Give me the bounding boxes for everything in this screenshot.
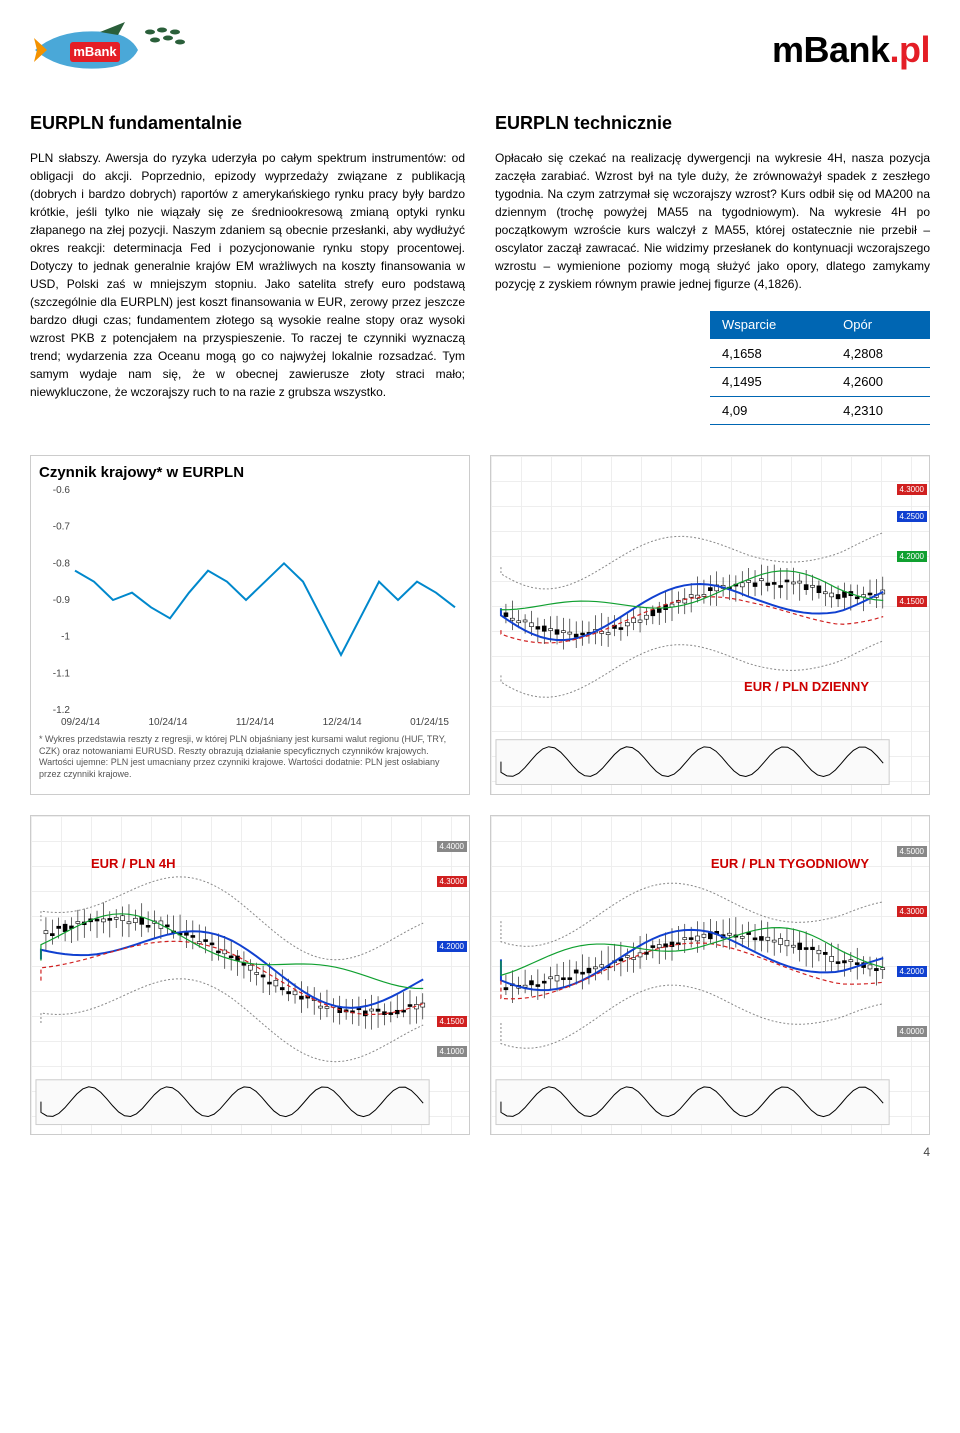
price-tag: 4.1000 — [437, 1046, 467, 1057]
page-header: mBank mBank.pl — [30, 20, 930, 80]
support-resistance-table: Wsparcie Opór 4,16584,2808 4,14954,2600 … — [710, 311, 930, 425]
price-tag: 4.1500 — [437, 1016, 467, 1027]
svg-text:-0.6: -0.6 — [53, 485, 71, 496]
czynnik-footnote: * Wykres przedstawia reszty z regresji, … — [31, 728, 469, 787]
price-tag: 4.2000 — [897, 966, 927, 977]
weekly-label: EUR / PLN TYGODNIOWY — [711, 856, 869, 871]
left-body: PLN słabszy. Awersja do ryzyka uderzyła … — [30, 149, 465, 401]
czynnik-title: Czynnik krajowy* w EURPLN — [31, 456, 469, 485]
price-tag: 4.4000 — [437, 841, 467, 852]
right-body: Opłacało się czekać na realizację dywerg… — [495, 149, 930, 293]
left-column: EURPLN fundamentalnie PLN słabszy. Awers… — [30, 110, 465, 425]
h4-fin-chart: EUR / PLN 4H 4.4000 4.3000 4.2000 4.1500 4.1… — [31, 816, 469, 1134]
th-resistance: Opór — [831, 311, 930, 339]
brand-wordmark: mBank.pl — [772, 29, 930, 71]
svg-text:-0.8: -0.8 — [53, 558, 71, 569]
charts-row-1: Czynnik krajowy* w EURPLN -0.6-0.7-0.8-0… — [30, 455, 930, 795]
weekly-chart: EUR / PLN TYGODNIOWY 4.5000 4.3000 4.2000 4… — [490, 815, 930, 1135]
right-title: EURPLN technicznie — [495, 110, 930, 137]
logo-fish: mBank — [30, 20, 190, 80]
daily-chart: EUR / PLN DZIENNY 4.3000 4.2500 4.2000 4.15… — [490, 455, 930, 795]
price-tag: 4.3000 — [897, 906, 927, 917]
czynnik-x-axis: 09/24/14 10/24/14 11/24/14 12/24/14 01/2… — [31, 715, 469, 728]
svg-text:-1.2: -1.2 — [53, 705, 71, 715]
svg-text:-0.9: -0.9 — [53, 595, 71, 606]
h4-label: EUR / PLN 4H — [91, 856, 176, 871]
svg-text:-1.1: -1.1 — [53, 668, 71, 679]
weekly-fin-chart: EUR / PLN TYGODNIOWY 4.5000 4.3000 4.2000 4… — [491, 816, 929, 1134]
table-row: 4,14954,2600 — [710, 368, 930, 397]
price-tag: 4.1500 — [897, 596, 927, 607]
th-support: Wsparcie — [710, 311, 831, 339]
price-tag: 4.5000 — [897, 846, 927, 857]
fish-icon: mBank — [30, 20, 190, 80]
content-columns: EURPLN fundamentalnie PLN słabszy. Awers… — [30, 110, 930, 425]
brand-name: mBank — [772, 29, 890, 70]
left-title: EURPLN fundamentalnie — [30, 110, 465, 137]
charts-row-2: EUR / PLN 4H 4.4000 4.3000 4.2000 4.1500 4.1… — [30, 815, 930, 1135]
price-tag: 4.2000 — [437, 941, 467, 952]
brand-suffix: .pl — [890, 29, 931, 70]
price-tag: 4.0000 — [897, 1026, 927, 1037]
table-row: 4,094,2310 — [710, 396, 930, 425]
logo-text: mBank — [73, 44, 117, 59]
right-column: EURPLN technicznie Opłacało się czekać n… — [495, 110, 930, 425]
h4-chart: EUR / PLN 4H 4.4000 4.3000 4.2000 4.1500 4.1… — [30, 815, 470, 1135]
price-tag: 4.2500 — [897, 511, 927, 522]
price-tag: 4.3000 — [437, 876, 467, 887]
daily-fin-chart: EUR / PLN DZIENNY 4.3000 4.2500 4.2000 4.15… — [491, 456, 929, 794]
page-number: 4 — [30, 1145, 930, 1159]
svg-text:-0.7: -0.7 — [53, 522, 71, 533]
czynnik-chart: Czynnik krajowy* w EURPLN -0.6-0.7-0.8-0… — [30, 455, 470, 795]
svg-text:-1: -1 — [61, 632, 70, 643]
daily-label: EUR / PLN DZIENNY — [744, 679, 869, 694]
price-tag: 4.3000 — [897, 484, 927, 495]
table-row: 4,16584,2808 — [710, 339, 930, 368]
price-tag: 4.2000 — [897, 551, 927, 562]
czynnik-plot: -0.6 -0.7 -0.8 -0.9 -1 -1.1 -1.2 — [39, 485, 461, 715]
